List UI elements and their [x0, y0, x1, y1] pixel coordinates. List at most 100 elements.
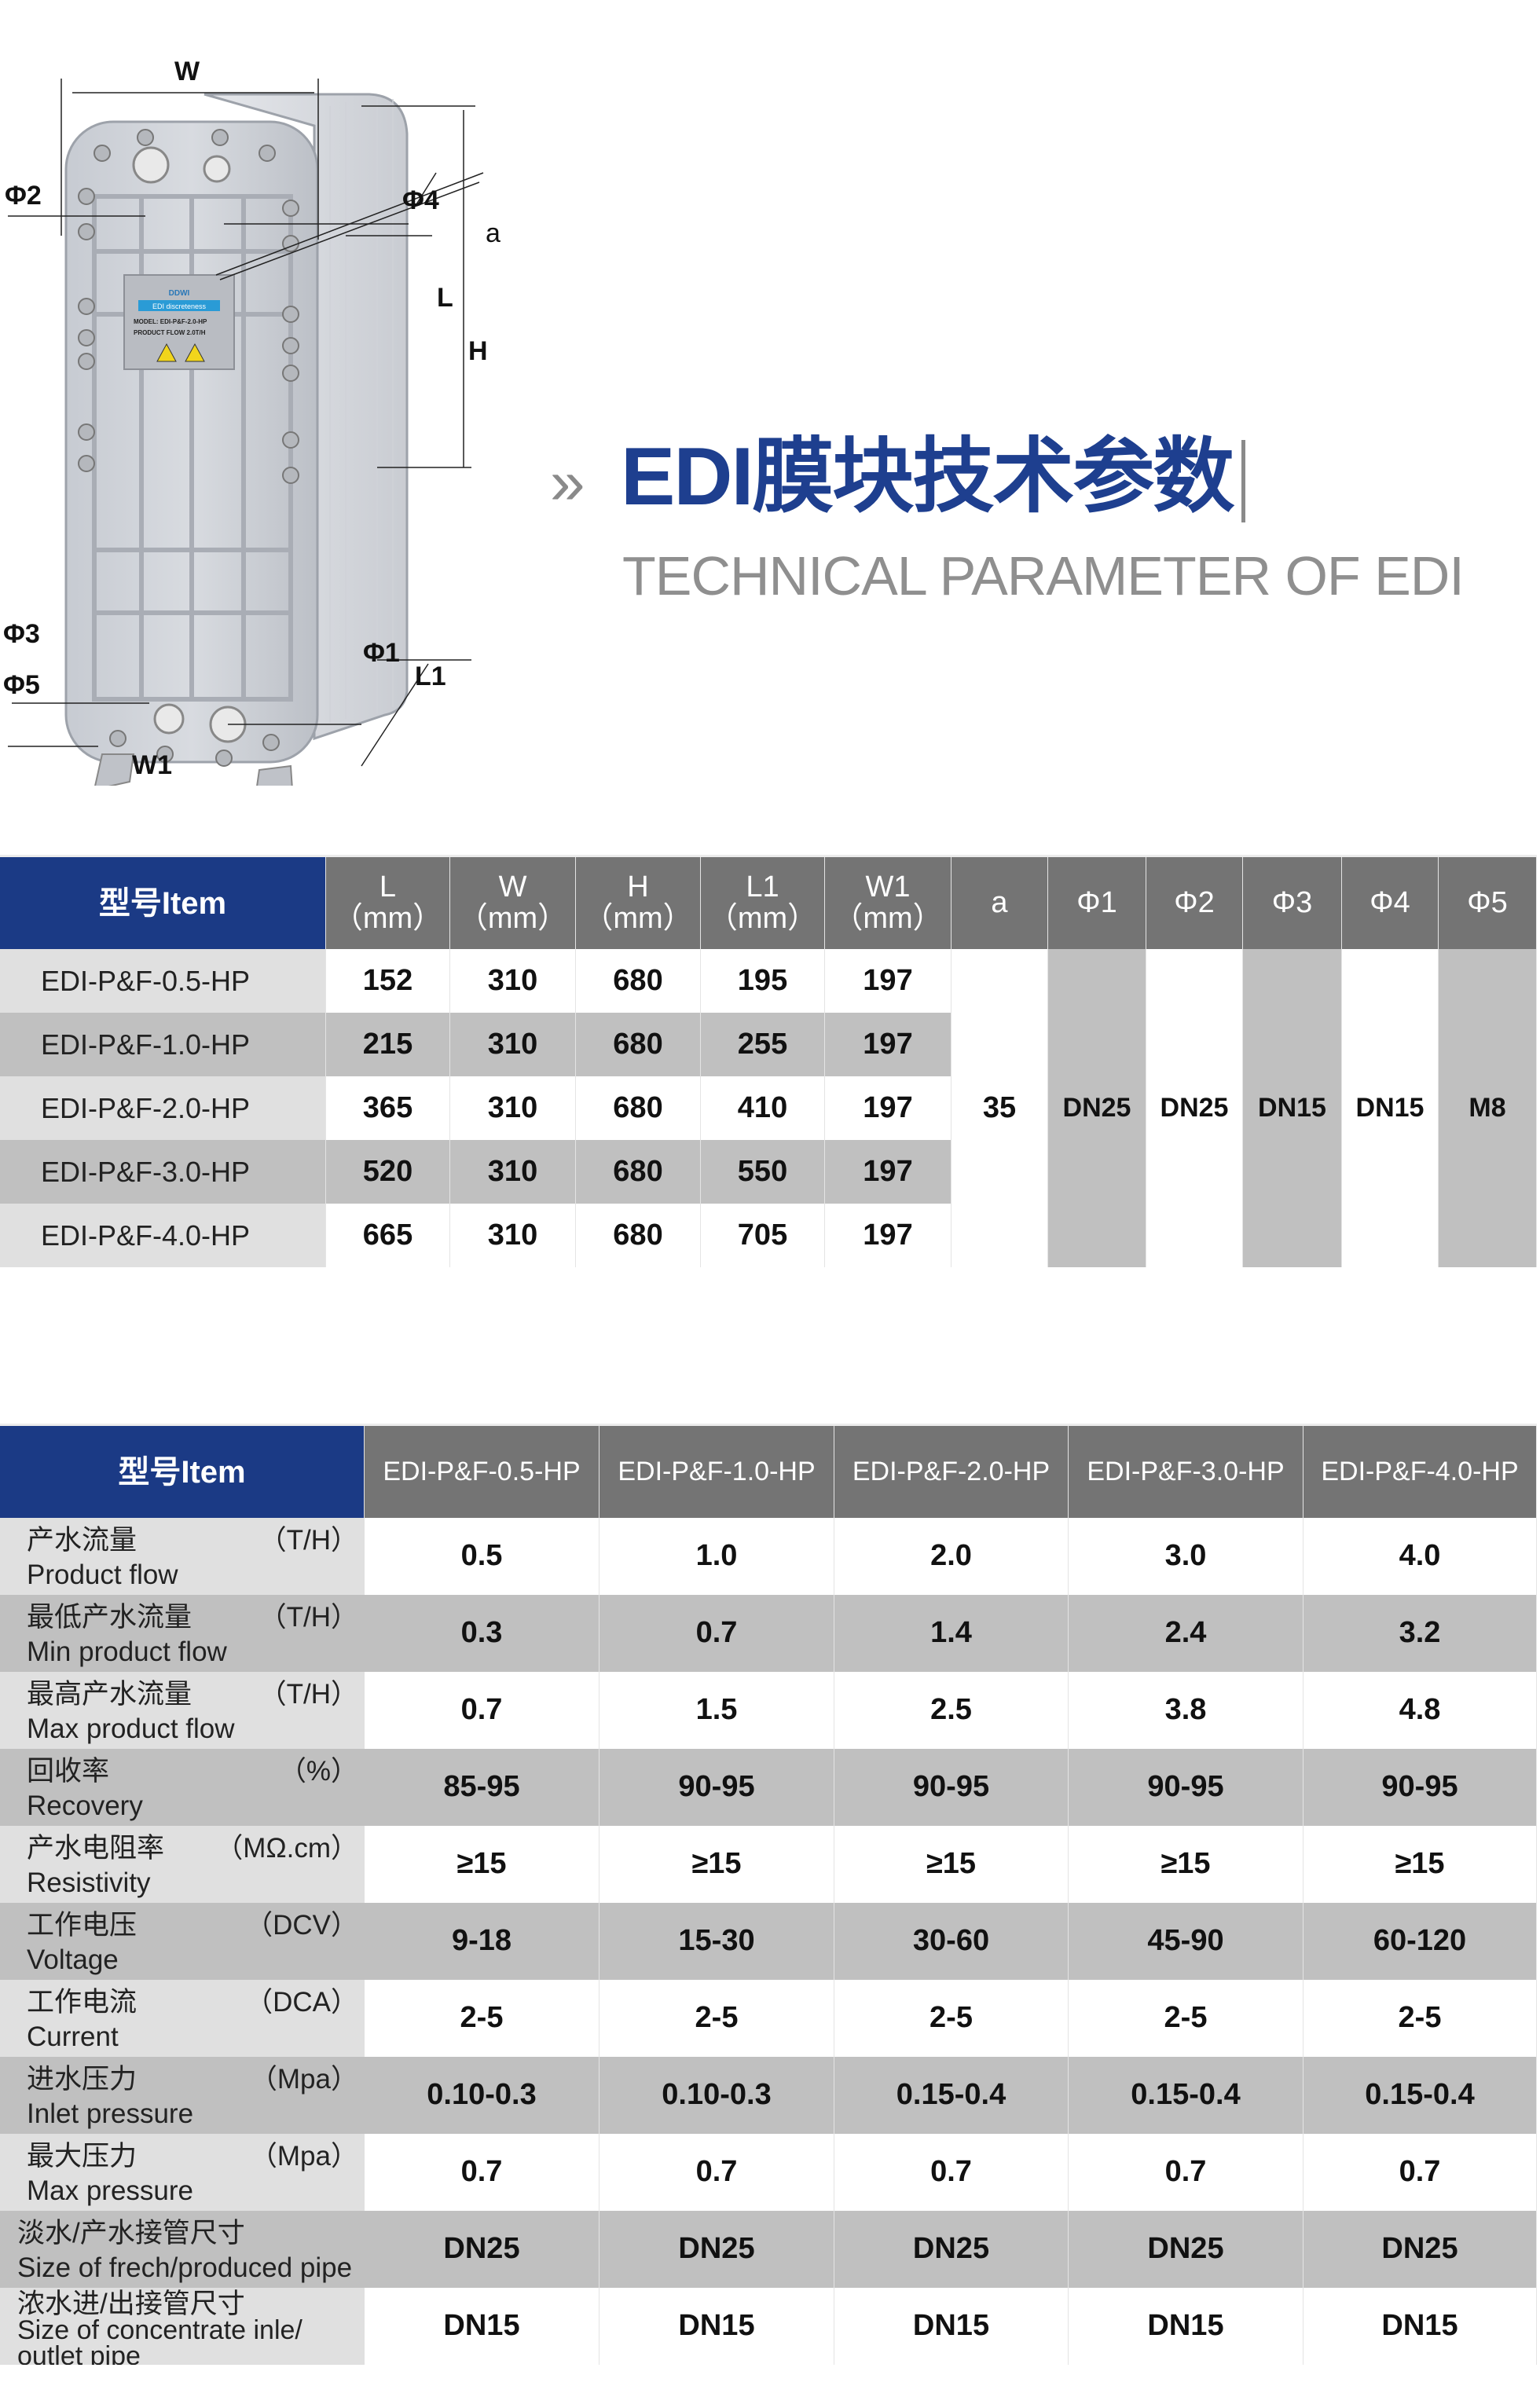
page-title: EDI膜块技术参数	[621, 431, 1234, 522]
value-cell: 0.5	[365, 1518, 600, 1595]
value-cell: 0.7	[600, 2134, 834, 2211]
value-cell: DN25	[365, 2211, 600, 2288]
value-cell: 0.7	[365, 1672, 600, 1749]
model-cell: EDI-P&F-0.5-HP	[0, 949, 326, 1013]
dim-label-w1: W1	[132, 750, 172, 780]
double-chevron-icon: »	[550, 447, 585, 517]
value-cell: 2.5	[834, 1672, 1069, 1749]
value-cell: 310	[450, 949, 576, 1013]
value-cell: ≥15	[834, 1826, 1069, 1903]
shared-phi1-cell: DN25	[1048, 949, 1146, 1267]
parameter-name-en: Voltage	[27, 1944, 119, 1975]
parameter-name-cn: 浓水进/出接管尺寸	[17, 2289, 245, 2319]
value-cell: 310	[450, 1076, 576, 1140]
value-cell: 0.10-0.3	[365, 2057, 600, 2134]
value-cell: 90-95	[1304, 1749, 1537, 1826]
value-cell: 680	[576, 1140, 701, 1204]
dim-label-l1: L1	[415, 662, 446, 691]
header-cell: Φ5	[1439, 857, 1537, 949]
dim-label-l: L	[437, 283, 453, 313]
value-cell: 90-95	[1069, 1749, 1304, 1826]
value-cell: 0.3	[365, 1595, 600, 1672]
nameplate-model: MODEL: EDI-P&F-2.0-HP	[134, 318, 207, 325]
value-cell: 2.4	[1069, 1595, 1304, 1672]
parameter-label-cell: 产水流量 Product flow （T/H）	[0, 1518, 365, 1595]
parameter-name-en: Current	[27, 2021, 119, 2052]
shared-phi5-cell: M8	[1439, 949, 1537, 1267]
value-cell: 0.10-0.3	[600, 2057, 834, 2134]
header-cell: W （mm）	[450, 857, 576, 949]
dim-label-phi2: Φ2	[5, 181, 42, 211]
parameter-name-en: Recovery	[27, 1790, 143, 1821]
dim-label-h: H	[468, 336, 488, 366]
value-cell: ≥15	[1069, 1826, 1304, 1903]
parameter-unit: （DCA）	[245, 1987, 358, 2018]
value-cell: DN15	[1069, 2288, 1304, 2365]
electric-warning-icon	[156, 343, 177, 362]
parameter-unit: （Mpa）	[249, 2064, 358, 2095]
parameter-unit: （%）	[278, 1756, 358, 1787]
value-cell: 3.0	[1069, 1518, 1304, 1595]
model-cell: EDI-P&F-3.0-HP	[0, 1140, 326, 1204]
value-cell: DN15	[1304, 2288, 1537, 2365]
header-cell: EDI-P&F-1.0-HP	[600, 1426, 834, 1518]
parameter-name-en: Resistivity	[27, 1867, 151, 1898]
value-cell: 60-120	[1304, 1903, 1537, 1980]
value-cell: 0.15-0.4	[1304, 2057, 1537, 2134]
value-cell: 520	[326, 1140, 450, 1204]
value-cell: 85-95	[365, 1749, 600, 1826]
parameter-name-en: Inlet pressure	[27, 2098, 194, 2129]
model-cell: EDI-P&F-1.0-HP	[0, 1013, 326, 1076]
header-cell: EDI-P&F-3.0-HP	[1069, 1426, 1304, 1518]
value-cell: 0.15-0.4	[834, 2057, 1069, 2134]
dim-label-w: W	[174, 57, 200, 86]
value-cell: 2-5	[365, 1980, 600, 2057]
value-cell: 2.0	[834, 1518, 1069, 1595]
shared-a-cell: 35	[952, 949, 1048, 1267]
parameter-name-en: Product flow	[27, 1560, 178, 1590]
parameter-name-cn: 工作电流	[27, 1987, 138, 2018]
model-cell: EDI-P&F-2.0-HP	[0, 1076, 326, 1140]
parameter-name-en: Size of concentrate inle/ outlet pipe	[17, 2315, 302, 2365]
edi-module-figure: DDWI EDI discreteness MODEL: EDI-P&F-2.0…	[0, 47, 534, 826]
value-cell: ≥15	[1304, 1826, 1537, 1903]
parameter-label-cell: 产水电阻率 Resistivity （MΩ.cm）	[0, 1826, 365, 1903]
value-cell: 680	[576, 1013, 701, 1076]
parameter-label-cell: 工作电压 Voltage （DCV）	[0, 1903, 365, 1980]
parameter-name-cn: 进水压力	[27, 2064, 138, 2095]
value-cell: ≥15	[600, 1826, 834, 1903]
parameter-name-en: Min product flow	[27, 1636, 227, 1667]
value-cell: 0.7	[1069, 2134, 1304, 2211]
value-cell: 30-60	[834, 1903, 1069, 1980]
parameter-name-en: Max pressure	[27, 2175, 194, 2206]
parameter-label-cell: 回收率 Recovery （%）	[0, 1749, 365, 1826]
dim-label-phi1: Φ1	[363, 638, 400, 668]
value-cell: 197	[825, 949, 952, 1013]
value-cell: 0.15-0.4	[1069, 2057, 1304, 2134]
header-cell: 型号Item	[0, 857, 326, 949]
header-cell: W1 （mm）	[825, 857, 952, 949]
parameter-name-cn: 回收率	[27, 1756, 110, 1787]
value-cell: 4.0	[1304, 1518, 1537, 1595]
value-cell: 2-5	[600, 1980, 834, 2057]
value-cell: 680	[576, 1076, 701, 1140]
performance-table: 型号Item EDI-P&F-0.5-HP EDI-P&F-1.0-HP EDI-P&…	[0, 1424, 1537, 2365]
nameplate-product: EDI discreteness	[152, 302, 207, 310]
header-cell: Φ1	[1048, 857, 1146, 949]
value-cell: 1.0	[600, 1518, 834, 1595]
header-cell: Φ3	[1243, 857, 1342, 949]
parameter-unit: （T/H）	[258, 1525, 358, 1556]
header-cell: H （mm）	[576, 857, 701, 949]
header-cell: EDI-P&F-4.0-HP	[1304, 1426, 1537, 1518]
parameter-unit: （MΩ.cm）	[215, 1833, 358, 1864]
value-cell: DN25	[1069, 2211, 1304, 2288]
value-cell: 680	[576, 949, 701, 1013]
parameter-name-cn: 最高产水流量	[27, 1679, 192, 1710]
parameter-label-cell: 最大压力 Max pressure （Mpa）	[0, 2134, 365, 2211]
header-cell: L1 （mm）	[701, 857, 825, 949]
value-cell: DN15	[600, 2288, 834, 2365]
dimensions-table: 型号Item L （mm） W （mm） H （mm） L1 （mm） W1 （mm） a Φ…	[0, 855, 1537, 1267]
value-cell: 90-95	[834, 1749, 1069, 1826]
nameplate-flow: PRODUCT FLOW 2.0T/H	[134, 329, 206, 336]
value-cell: 310	[450, 1013, 576, 1076]
